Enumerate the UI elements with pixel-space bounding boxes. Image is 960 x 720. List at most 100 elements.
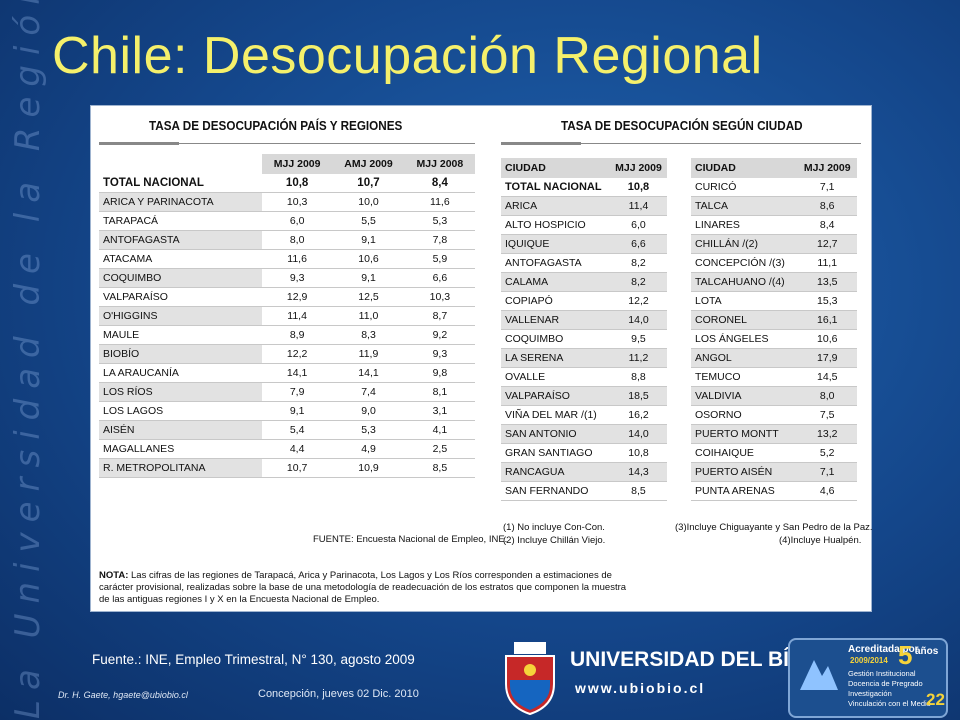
cities-table-right: CIUDAD MJJ 2009 CURICÓ 7,1 TALCA 8,6 LINARES… — [691, 158, 857, 501]
divider-accent — [99, 142, 179, 145]
sidebar-watermark: La Universidad de la Región del Bío-Bío — [8, 0, 48, 719]
region-value: 6,6 — [404, 268, 475, 288]
table-row: TALCA 8,6 — [691, 196, 857, 216]
table-row: BIOBÍO 12,2 11,9 9,3 — [99, 344, 475, 364]
city-value: 14,0 — [609, 310, 667, 330]
region-label: ATACAMA — [99, 249, 262, 269]
table-row: COQUIMBO 9,3 9,1 6,6 — [99, 268, 475, 288]
accreditation-item: Investigación — [848, 689, 892, 698]
city-value: 8,8 — [609, 367, 667, 387]
city-value: 7,1 — [797, 462, 857, 482]
table-row: SAN ANTONIO 14,0 — [501, 424, 667, 444]
region-value: 9,3 — [262, 268, 333, 288]
region-label: TOTAL NACIONAL — [99, 174, 262, 193]
city-label: SAN ANTONIO — [501, 424, 610, 444]
col-header-city: CIUDAD — [691, 158, 798, 178]
table-row: TOTAL NACIONAL 10,8 — [501, 178, 667, 197]
city-label: VIÑA DEL MAR /(1) — [501, 405, 610, 425]
region-value: 3,1 — [404, 401, 475, 421]
city-label: LINARES — [691, 215, 798, 235]
table-row: COIHAIQUE 5,2 — [691, 443, 857, 463]
table-row: VIÑA DEL MAR /(1) 16,2 — [501, 405, 667, 425]
city-label: COPIAPÓ — [501, 291, 610, 311]
city-value: 6,0 — [609, 215, 667, 235]
city-value: 14,0 — [609, 424, 667, 444]
city-value: 16,2 — [609, 405, 667, 425]
region-value: 10,0 — [332, 192, 405, 212]
table-row: R. METROPOLITANA 10,7 10,9 8,5 — [99, 458, 475, 478]
region-value: 5,5 — [332, 211, 405, 231]
city-value: 18,5 — [609, 386, 667, 406]
region-value: 11,6 — [262, 249, 333, 269]
nota-paragraph: NOTA: Las cifras de las regiones de Tara… — [99, 570, 629, 606]
table-row: VALPARAÍSO 12,9 12,5 10,3 — [99, 287, 475, 307]
city-label: VALDIVIA — [691, 386, 798, 406]
region-value: 4,9 — [332, 439, 405, 459]
region-value: 10,7 — [332, 174, 405, 193]
region-label: ANTOFAGASTA — [99, 230, 262, 250]
table-row-total: TOTAL NACIONAL 10,8 10,7 8,4 — [99, 174, 475, 193]
city-label: SAN FERNANDO — [501, 481, 610, 501]
region-value: 14,1 — [332, 363, 405, 383]
region-value: 4,4 — [262, 439, 333, 459]
col-header: MJJ 2009 — [262, 154, 333, 174]
city-value: 14,5 — [797, 367, 857, 387]
table-row: ALTO HOSPICIO 6,0 — [501, 215, 667, 235]
region-value: 10,6 — [332, 249, 405, 269]
col-header-value: MJJ 2009 — [609, 158, 667, 178]
university-name: UNIVERSIDAD DEL BÍO-BÍO — [570, 648, 850, 671]
table-row: LOS ÁNGELES 10,6 — [691, 329, 857, 349]
table-source: FUENTE: Encuesta Nacional de Empleo, INE… — [313, 534, 508, 545]
city-label: CURICÓ — [691, 178, 798, 197]
accreditation-item: Vinculación con el Medio — [848, 699, 931, 708]
col-header-value: MJJ 2009 — [797, 158, 857, 178]
region-value: 9,2 — [404, 325, 475, 345]
table-row: PUNTA ARENAS 4,6 — [691, 481, 857, 501]
region-value: 5,9 — [404, 249, 475, 269]
table-row: PUERTO MONTT 13,2 — [691, 424, 857, 444]
region-value: 10,3 — [404, 287, 475, 307]
city-label: GRAN SANTIAGO — [501, 443, 610, 463]
table-row: ANTOFAGASTA 8,2 — [501, 253, 667, 273]
region-value: 8,5 — [404, 458, 475, 478]
region-value: 9,3 — [404, 344, 475, 364]
table-row: TARAPACÁ 6,0 5,5 5,3 — [99, 211, 475, 231]
table-row: LINARES 8,4 — [691, 215, 857, 235]
footnote-1: (1) No incluye Con-Con. — [503, 522, 605, 533]
region-label: VALPARAÍSO — [99, 287, 262, 307]
city-value: 16,1 — [797, 310, 857, 330]
right-table-title: TASA DE DESOCUPACIÓN SEGÚN CIUDAD — [561, 118, 803, 133]
region-value: 10,9 — [332, 458, 405, 478]
table-row: COQUIMBO 9,5 — [501, 329, 667, 349]
city-label: RANCAGUA — [501, 462, 610, 482]
table-row: VALDIVIA 8,0 — [691, 386, 857, 406]
region-value: 14,1 — [262, 363, 333, 383]
city-value: 8,6 — [797, 196, 857, 216]
nota-text: Las cifras de las regiones de Tarapacá, … — [99, 570, 627, 605]
city-value: 7,1 — [797, 178, 857, 197]
region-label: TARAPACÁ — [99, 211, 262, 231]
region-label: AISÉN — [99, 420, 262, 440]
content-panel: TASA DE DESOCUPACIÓN PAÍS Y REGIONES MJJ… — [90, 105, 873, 612]
table-row: VALPARAÍSO 18,5 — [501, 386, 667, 406]
region-value: 2,5 — [404, 439, 475, 459]
city-value: 8,4 — [797, 215, 857, 235]
city-label: LOTA — [691, 291, 798, 311]
region-value: 9,8 — [404, 363, 475, 383]
region-value: 7,8 — [404, 230, 475, 250]
city-value: 13,5 — [797, 272, 857, 292]
table-row: O'HIGGINS 11,4 11,0 8,7 — [99, 306, 475, 326]
region-label: LA ARAUCANÍA — [99, 363, 262, 383]
city-value: 10,8 — [609, 443, 667, 463]
city-value: 6,6 — [609, 234, 667, 254]
table-row: CALAMA 8,2 — [501, 272, 667, 292]
region-value: 10,3 — [262, 192, 333, 212]
regions-table: MJJ 2009 AMJ 2009 MJJ 2008 TOTAL NACIONA… — [99, 154, 475, 478]
region-label: O'HIGGINS — [99, 306, 262, 326]
region-value: 5,3 — [332, 420, 405, 440]
city-label: ANGOL — [691, 348, 798, 368]
col-header: MJJ 2008 — [404, 154, 475, 174]
region-value: 4,1 — [404, 420, 475, 440]
table-row: LA SERENA 11,2 — [501, 348, 667, 368]
city-label: PUERTO AISÉN — [691, 462, 798, 482]
